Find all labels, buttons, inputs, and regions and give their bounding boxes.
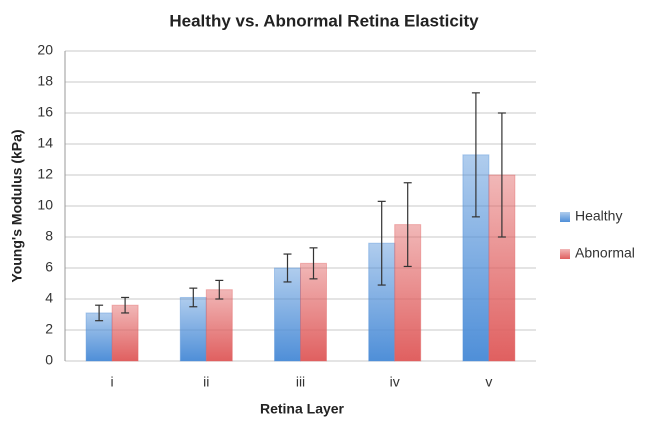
y-tick-label: 6 <box>45 259 53 275</box>
bar <box>111 304 139 362</box>
x-tick-label: iii <box>296 374 305 390</box>
error-bar <box>283 253 292 283</box>
x-tick-label: iv <box>390 374 400 390</box>
y-tick-label: 4 <box>45 290 53 306</box>
chart-title: Healthy vs. Abnormal Retina Elasticity <box>169 11 479 30</box>
y-axis-title: Young's Modulus (kPa) <box>9 129 25 282</box>
y-tick-label: 18 <box>37 73 53 89</box>
error-bar <box>471 92 480 218</box>
legend-label: Healthy <box>575 208 622 224</box>
y-tick-label: 8 <box>45 228 53 244</box>
error-bar <box>95 304 104 322</box>
x-axis-title: Retina Layer <box>260 401 345 417</box>
error-bar <box>497 112 506 238</box>
error-bar <box>309 247 318 280</box>
y-tick-label: 12 <box>37 166 53 182</box>
legend-label: Abnormal <box>575 245 635 261</box>
y-tick-label: 10 <box>37 197 53 213</box>
y-tick-label: 2 <box>45 321 53 337</box>
bar <box>488 174 516 362</box>
error-bar <box>121 296 130 314</box>
y-tick-label: 14 <box>37 135 53 151</box>
error-bar <box>189 287 198 308</box>
x-tick-label: v <box>485 374 492 390</box>
y-tick-label: 20 <box>37 42 53 58</box>
y-tick-label: 0 <box>45 352 53 368</box>
bar <box>205 289 233 362</box>
error-bar <box>377 200 386 286</box>
legend-swatch <box>560 212 570 222</box>
bar <box>300 262 327 362</box>
error-bar <box>403 182 412 268</box>
x-tick-label: ii <box>203 374 209 390</box>
legend-swatch <box>560 249 570 259</box>
x-tick-label: i <box>111 374 114 390</box>
error-bar <box>215 279 224 300</box>
y-tick-label: 16 <box>37 104 53 120</box>
